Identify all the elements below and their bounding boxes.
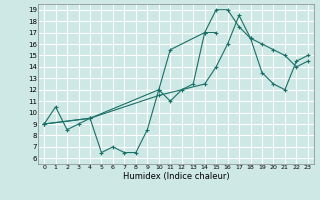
X-axis label: Humidex (Indice chaleur): Humidex (Indice chaleur) <box>123 172 229 181</box>
